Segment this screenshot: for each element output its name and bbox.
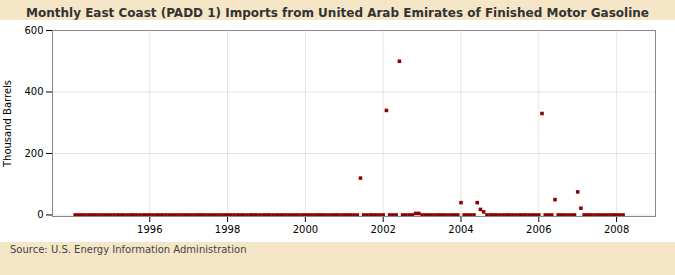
svg-text:2006: 2006 bbox=[526, 224, 551, 235]
svg-text:2002: 2002 bbox=[370, 224, 395, 235]
svg-text:1996: 1996 bbox=[137, 224, 162, 235]
svg-text:Thousand Barrels: Thousand Barrels bbox=[2, 80, 13, 168]
svg-text:600: 600 bbox=[24, 25, 43, 36]
html-text:Monthly East Coast (PADD 1) Im: Monthly East Coast (PADD 1) Imports from… bbox=[26, 6, 649, 20]
svg-text:400: 400 bbox=[24, 86, 43, 97]
svg-text:2008: 2008 bbox=[604, 224, 629, 235]
svg-text:2004: 2004 bbox=[448, 224, 473, 235]
svg-text:0: 0 bbox=[37, 209, 43, 220]
svg-text:1998: 1998 bbox=[215, 224, 240, 235]
svg-text:200: 200 bbox=[24, 148, 43, 159]
html-text:Source: U.S. Energy Informatio: Source: U.S. Energy Information Administ… bbox=[10, 244, 247, 255]
svg-text:2000: 2000 bbox=[293, 224, 318, 235]
